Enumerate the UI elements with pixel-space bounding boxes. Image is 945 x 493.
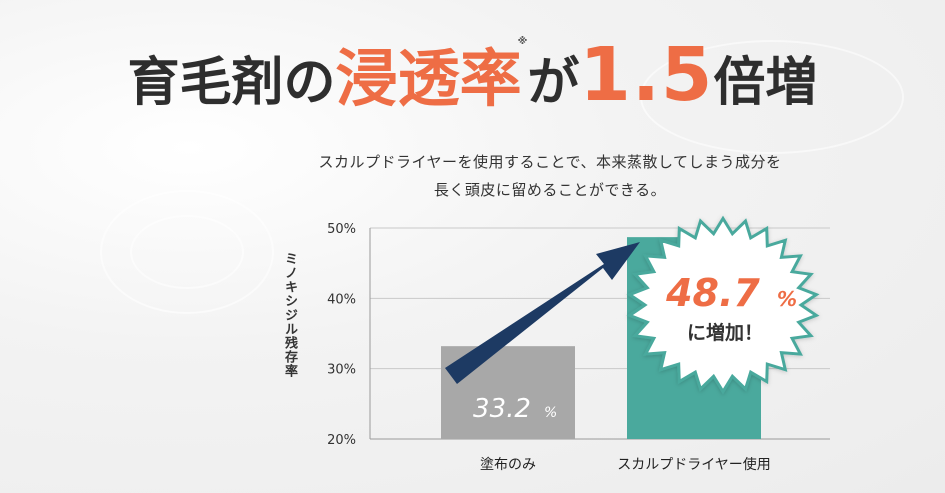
- y-tick-label: 50%: [327, 222, 356, 237]
- ripple-decoration: [100, 190, 274, 314]
- headline: 育毛剤の浸透率※ が1.5倍増: [0, 28, 945, 118]
- headline-highlight: 浸透率: [335, 42, 522, 115]
- x-axis-categories: 塗布のみ スカルプドライヤー使用: [480, 456, 771, 473]
- headline-prefix: 育毛剤の: [127, 53, 336, 113]
- y-tick-label: 40%: [327, 292, 356, 307]
- y-tick-label: 20%: [327, 433, 356, 448]
- description: スカルプドライヤーを使用することで、本来蒸散してしまう成分を 長く頭皮に留めるこ…: [300, 148, 800, 204]
- data-label: 33.2: [473, 394, 531, 424]
- headline-particle: が: [527, 53, 580, 113]
- ripple-decoration: [640, 40, 904, 154]
- y-axis-label: ミノキシジル残存率: [282, 252, 297, 378]
- headline-note-mark: ※: [517, 36, 528, 47]
- description-line-1: スカルプドライヤーを使用することで、本来蒸散してしまう成分を: [318, 153, 782, 171]
- y-axis-ticks: 20% 30% 40% 50%: [327, 222, 356, 448]
- headline-multiplier: 1.5: [579, 32, 714, 118]
- x-category-label: 塗布のみ: [480, 456, 536, 473]
- highlight-value: 48.7: [665, 271, 760, 315]
- growth-arrow: [445, 242, 640, 384]
- highlight-unit: %: [777, 287, 797, 311]
- starburst-badge: [626, 215, 820, 395]
- arrow-icon: [445, 242, 640, 384]
- x-category-label: スカルプドライヤー使用: [617, 456, 771, 473]
- headline-suffix: 倍増: [713, 53, 818, 113]
- data-label-unit: %: [544, 405, 557, 421]
- callout-burst: 48.7 % に増加！: [626, 215, 820, 395]
- y-tick-label: 30%: [327, 363, 356, 378]
- description-line-2: 長く頭皮に留めることができる。: [433, 181, 667, 199]
- ripple-decoration: [130, 215, 244, 289]
- callout-text: に増加！: [687, 321, 763, 344]
